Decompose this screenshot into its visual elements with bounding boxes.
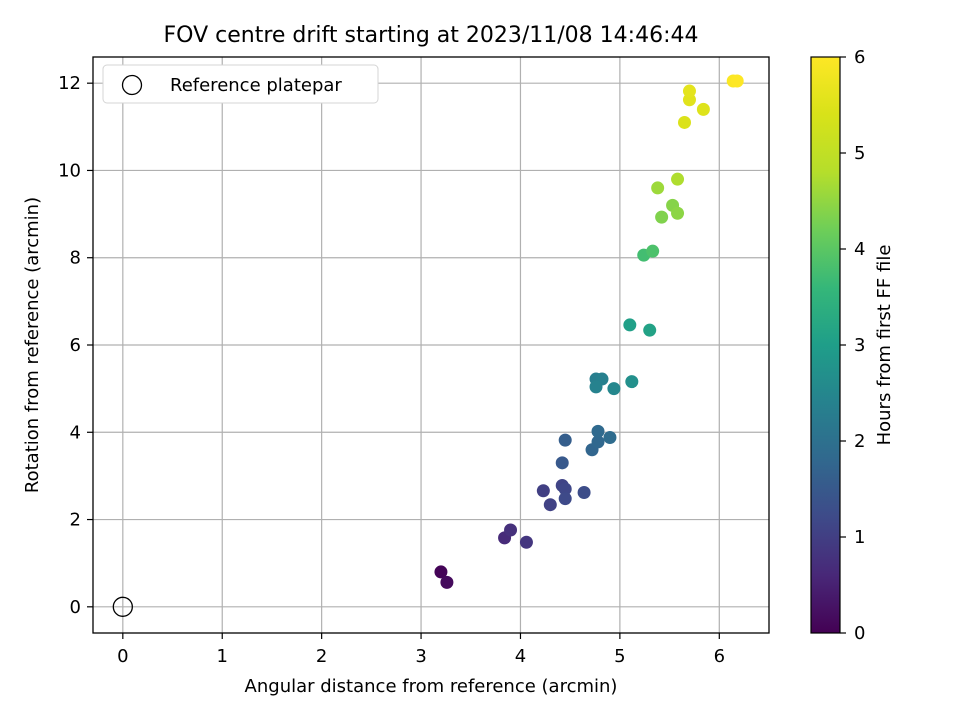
x-axis-ticks: 0 1 2 3 4 5 6 bbox=[117, 633, 725, 667]
colorbar bbox=[810, 56, 841, 634]
scatter-point bbox=[696, 102, 710, 116]
scatter-point bbox=[589, 380, 603, 394]
chart-title: FOV centre drift starting at 2023/11/08 … bbox=[164, 23, 699, 48]
scatter-point bbox=[671, 172, 685, 186]
y-tick-label: 0 bbox=[70, 597, 81, 618]
x-tick-label: 5 bbox=[614, 646, 625, 667]
scatter-point bbox=[607, 382, 621, 396]
reference-point bbox=[112, 596, 133, 617]
scatter-point bbox=[671, 206, 685, 220]
x-tick-label: 0 bbox=[117, 646, 128, 667]
scatter-point bbox=[682, 84, 696, 98]
x-tick-label: 3 bbox=[415, 646, 426, 667]
y-axis-ticks: 0 2 4 6 8 10 12 bbox=[58, 73, 93, 618]
scatter-point bbox=[623, 318, 637, 332]
scatter-point bbox=[591, 424, 605, 438]
scatter-point bbox=[558, 492, 572, 506]
scatter-point bbox=[558, 482, 572, 496]
scatter-point bbox=[625, 375, 639, 389]
legend-box bbox=[102, 64, 379, 104]
scatter-point bbox=[603, 431, 617, 445]
colorbar-tick-label: 2 bbox=[854, 431, 865, 452]
y-tick-label: 6 bbox=[70, 335, 81, 356]
colorbar-tick-label: 1 bbox=[854, 527, 865, 548]
colorbar-tick-label: 6 bbox=[854, 47, 865, 68]
y-tick-label: 2 bbox=[70, 510, 81, 531]
colorbar-tick-label: 3 bbox=[854, 335, 865, 356]
grid-lines bbox=[93, 57, 769, 633]
data-points bbox=[434, 74, 744, 589]
colorbar-tick-label: 0 bbox=[854, 623, 865, 644]
legend: Reference platepar bbox=[102, 64, 379, 104]
y-tick-label: 10 bbox=[58, 160, 81, 181]
scatter-point bbox=[678, 115, 691, 129]
scatter-point bbox=[543, 498, 557, 512]
legend-reference-marker bbox=[121, 74, 143, 96]
y-tick-label: 4 bbox=[70, 422, 81, 443]
scatter-point bbox=[558, 433, 572, 447]
scatter-point bbox=[655, 210, 669, 224]
y-axis-label: Rotation from reference (arcmin) bbox=[22, 197, 43, 493]
y-tick-label: 12 bbox=[58, 73, 81, 94]
x-tick-label: 6 bbox=[714, 646, 725, 667]
scatter-point bbox=[434, 565, 448, 579]
scatter-point bbox=[651, 181, 665, 195]
colorbar-ticks: 0 1 2 3 4 5 6 bbox=[840, 47, 865, 644]
x-axis-label: Angular distance from reference (arcmin) bbox=[245, 676, 618, 697]
scatter-point bbox=[440, 575, 454, 589]
x-tick-label: 1 bbox=[217, 646, 228, 667]
colorbar-tick-label: 5 bbox=[854, 143, 865, 164]
scatter-point bbox=[730, 74, 744, 88]
scatter-point bbox=[555, 456, 569, 470]
x-tick-label: 4 bbox=[515, 646, 526, 667]
scatter-point bbox=[519, 535, 533, 549]
colorbar-tick-label: 4 bbox=[854, 239, 865, 260]
scatter-point bbox=[646, 244, 660, 258]
scatter-point bbox=[504, 523, 518, 537]
x-tick-label: 2 bbox=[316, 646, 327, 667]
reference-marker bbox=[112, 596, 133, 617]
scatter-point bbox=[536, 484, 550, 498]
scatter-point bbox=[591, 435, 605, 449]
legend-label: Reference platepar bbox=[170, 75, 342, 96]
colorbar-label: Hours from first FF file bbox=[874, 245, 895, 446]
y-tick-label: 8 bbox=[70, 248, 81, 269]
scatter-point bbox=[577, 485, 591, 499]
scatter-point bbox=[643, 323, 657, 337]
